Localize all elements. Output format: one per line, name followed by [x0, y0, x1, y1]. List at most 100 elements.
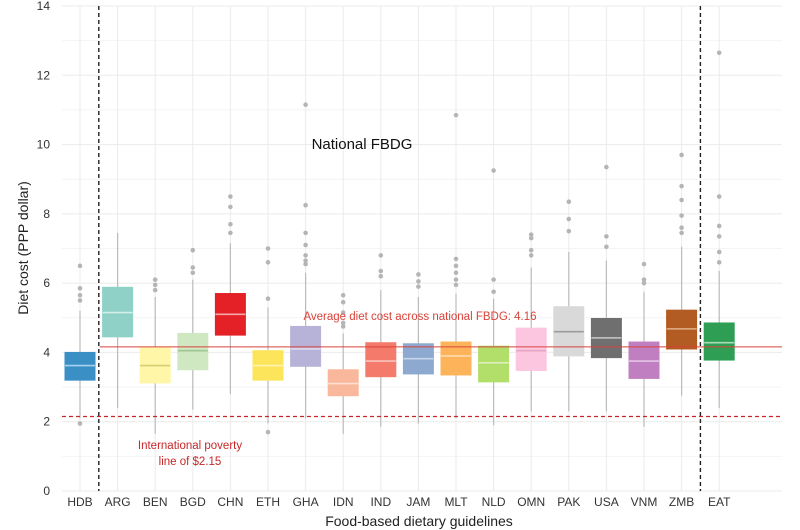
y-tick-label-14: 14: [37, 0, 51, 13]
axis-ticks: 0 2 4 6 8 10 12 14 HDB ARG BEN BGD CHN ETH GHA IDN IND JA…: [37, 0, 731, 509]
outlier-zmb-5: [679, 152, 684, 158]
outlier-hdb-3: [77, 286, 83, 291]
outlier-vnm-0: [641, 280, 647, 286]
outlier-gha-4: [303, 230, 308, 236]
outlier-vnm-2: [641, 261, 647, 267]
x-tick-label-gha: GHA: [293, 495, 319, 509]
x-axis-label: Food-based dietary guidelines: [325, 513, 513, 529]
outlier-chn-2: [228, 204, 233, 210]
outlier-gha-1: [303, 258, 308, 263]
outlier-idn-4: [340, 292, 346, 298]
x-tick-label-usa: USA: [594, 495, 619, 509]
outlier-nld-0: [491, 289, 496, 295]
y-axis-label: Diet cost (PPP dollar): [15, 181, 31, 315]
outlier-eat-5: [716, 50, 722, 56]
outlier-chn-0: [228, 230, 233, 236]
outlier-idn-3: [340, 299, 346, 305]
x-tick-label-arg: ARG: [105, 495, 131, 509]
outlier-zmb-4: [679, 183, 684, 189]
outlier-ind-1: [378, 268, 384, 274]
x-tick-label-nld: NLD: [482, 495, 506, 509]
outlier-eth-3: [265, 246, 271, 251]
outlier-hdb-1: [77, 298, 83, 303]
reference-lines: [62, 346, 782, 418]
box-iqr-mlt: [440, 341, 472, 376]
x-tick-label-ben: BEN: [143, 495, 168, 509]
outlier-gha-6: [303, 102, 308, 108]
x-tick-label-idn: IDN: [333, 495, 354, 509]
box-iqr-idn: [327, 369, 359, 397]
outlier-zmb-1: [679, 225, 684, 231]
average-cost-label: Average diet cost across national FBDG: …: [303, 311, 536, 323]
x-tick-label-bgd: BGD: [180, 495, 206, 509]
poverty-line-label-line2: line of $2.15: [159, 456, 222, 468]
y-tick-label-10: 10: [37, 138, 51, 152]
outlier-chn-3: [228, 194, 233, 199]
outlier-eth-2: [265, 260, 271, 265]
outlier-mlt-2: [453, 270, 459, 276]
outlier-idn-0: [340, 324, 346, 329]
national-fbdg-annotation: National FBDG: [312, 136, 413, 153]
outlier-bgd-2: [190, 247, 196, 253]
grid-layer: [62, 5, 782, 492]
box-ben: [139, 277, 171, 434]
outlier-eat-1: [716, 249, 722, 255]
outlier-omn-3: [528, 232, 534, 237]
outlier-omn-2: [528, 235, 534, 241]
box-iqr-omn: [515, 327, 547, 371]
box-iqr-vnm: [628, 341, 660, 379]
x-tick-label-zmb: ZMB: [669, 495, 694, 509]
x-tick-label-mlt: MLT: [444, 495, 468, 509]
outlier-ben-0: [152, 287, 158, 293]
outlier-jam-1: [416, 279, 421, 284]
box-eat: [703, 50, 735, 408]
outlier-eat-3: [716, 223, 722, 229]
outlier-hdb-0: [77, 421, 83, 426]
outlier-eat-4: [716, 194, 722, 199]
box-iqr-nld: [478, 345, 510, 383]
outlier-usa-0: [604, 244, 609, 250]
box-series: [64, 50, 735, 435]
box-iqr-ind: [365, 342, 397, 378]
outlier-pak-1: [566, 216, 572, 222]
box-vnm: [628, 261, 660, 427]
outlier-gha-0: [303, 261, 308, 267]
outlier-eat-2: [716, 234, 722, 239]
outlier-bgd-1: [190, 265, 196, 270]
outlier-gha-2: [303, 253, 308, 258]
outlier-usa-2: [604, 164, 609, 170]
outlier-mlt-3: [453, 263, 459, 269]
box-hdb: [64, 263, 96, 426]
box-arg: [102, 232, 134, 408]
outlier-omn-1: [528, 247, 534, 253]
outlier-eat-0: [716, 260, 722, 265]
x-tick-label-jam: JAM: [406, 495, 430, 509]
outlier-bgd-0: [190, 270, 196, 276]
outlier-usa-1: [604, 234, 609, 239]
y-tick-label-12: 12: [37, 68, 51, 82]
x-tick-label-omn: OMN: [517, 495, 545, 509]
outlier-zmb-3: [679, 197, 684, 203]
x-tick-label-ind: IND: [370, 495, 391, 509]
box-iqr-bgd: [177, 332, 209, 371]
y-tick-label-0: 0: [43, 484, 50, 498]
outlier-idn-2: [340, 310, 346, 315]
y-tick-label-2: 2: [43, 415, 50, 429]
outlier-vnm-1: [641, 277, 647, 282]
outlier-ben-2: [152, 277, 158, 282]
box-ind: [365, 253, 397, 427]
x-tick-label-hdb: HDB: [67, 495, 92, 509]
poverty-line-label-line1: International poverty: [138, 440, 242, 452]
outlier-eth-0: [265, 429, 271, 435]
outlier-gha-3: [303, 242, 308, 248]
y-tick-label-6: 6: [43, 276, 50, 290]
outlier-zmb-2: [679, 213, 684, 218]
outlier-gha-5: [303, 202, 308, 208]
box-pak: [553, 199, 585, 412]
y-tick-label-8: 8: [43, 207, 50, 221]
outlier-zmb-0: [679, 230, 684, 236]
outlier-ind-0: [378, 273, 384, 279]
box-mlt: [440, 112, 472, 419]
box-iqr-eat: [703, 322, 735, 361]
outlier-nld-1: [491, 277, 496, 282]
